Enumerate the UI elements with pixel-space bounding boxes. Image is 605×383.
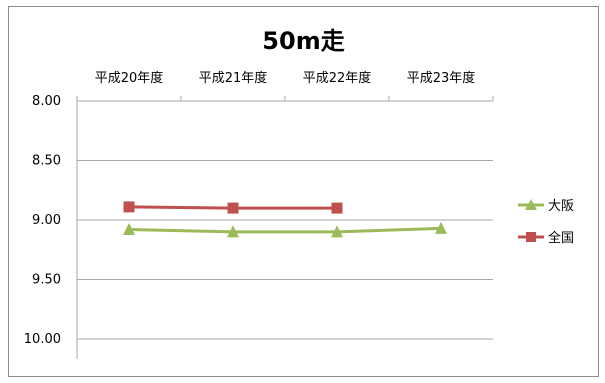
x-tick-label: 平成22年度 bbox=[303, 70, 372, 86]
y-tick-label: 9.50 bbox=[32, 273, 61, 288]
legend-label: 大阪 bbox=[548, 199, 574, 214]
legend-marker bbox=[525, 199, 537, 210]
y-tick-label: 10.00 bbox=[24, 332, 61, 347]
data-point bbox=[331, 202, 343, 214]
data-point bbox=[123, 223, 135, 236]
x-tick-label: 平成20年度 bbox=[95, 70, 164, 86]
series-line-大阪 bbox=[128, 226, 442, 234]
x-tick-label: 平成23年度 bbox=[407, 70, 476, 86]
data-point bbox=[123, 201, 135, 213]
legend-marker bbox=[526, 232, 536, 242]
legend-label: 全国 bbox=[548, 230, 574, 246]
data-point bbox=[227, 225, 239, 238]
y-tick-label: 8.00 bbox=[32, 94, 61, 109]
data-point bbox=[331, 225, 343, 238]
data-point bbox=[227, 202, 239, 214]
chart-title: 50m走 bbox=[262, 27, 345, 55]
data-point bbox=[435, 221, 447, 234]
x-tick-label: 平成21年度 bbox=[199, 70, 268, 86]
y-tick-label: 9.00 bbox=[32, 213, 61, 228]
chart-frame: 50m走 bbox=[8, 6, 599, 377]
y-tick-label: 8.50 bbox=[32, 154, 61, 169]
